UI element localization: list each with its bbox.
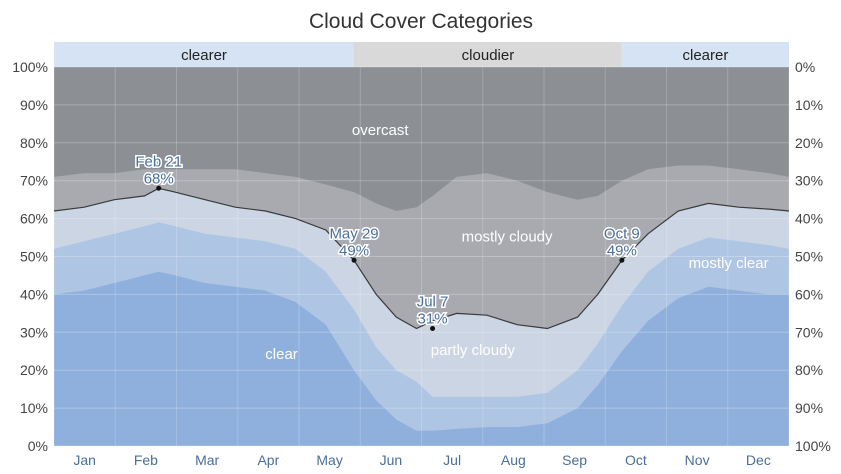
- y-left-tick-4: 40%: [20, 286, 48, 302]
- annotation-point-1: [351, 257, 357, 263]
- x-month-6: Jul: [443, 452, 461, 468]
- annotation-value-0: 68%: [144, 170, 174, 187]
- y-right-tick-0: 100%: [795, 438, 831, 454]
- y-left-tick-8: 80%: [20, 135, 48, 151]
- band-label-2: clearer: [683, 47, 729, 64]
- gridlines: [53, 66, 790, 447]
- y-left-tick-7: 70%: [20, 173, 48, 189]
- annotation-date-1: May 29: [329, 225, 378, 242]
- x-month-2: Mar: [195, 452, 219, 468]
- annotation-value-1: 49%: [339, 242, 369, 259]
- y-right-tick-7: 30%: [795, 173, 823, 189]
- area-label-4: clear: [265, 346, 298, 363]
- x-month-5: Jun: [380, 452, 403, 468]
- annotation-point-2: [430, 326, 436, 332]
- area-clear: [54, 271, 789, 446]
- y-left-tick-5: 50%: [20, 249, 48, 265]
- y-left-tick-1: 10%: [20, 400, 48, 416]
- y-right-tick-2: 80%: [795, 362, 823, 378]
- y-left-tick-3: 30%: [20, 324, 48, 340]
- y-left-tick-6: 60%: [20, 211, 48, 227]
- band-1: [354, 42, 622, 67]
- y-right-tick-4: 60%: [795, 286, 823, 302]
- annotation-value-3: 49%: [607, 242, 637, 259]
- x-axis: Jan Feb Mar Apr May Jun Jul Aug Sep Oct Nov Dec: [73, 452, 770, 468]
- x-month-9: Oct: [625, 452, 647, 468]
- season-bands: clearer cloudier clearer: [54, 42, 789, 67]
- boundary-line: [53, 187, 790, 330]
- y-left-tick-10: 100%: [12, 59, 48, 75]
- annotation-date-3: Oct 9: [604, 225, 640, 242]
- plot-areas: [54, 67, 789, 447]
- annotation-date-0: Feb 21: [135, 153, 182, 170]
- area-label-3: partly cloudy: [431, 342, 516, 359]
- area-label-1: mostly cloudy: [462, 228, 553, 245]
- x-month-11: Dec: [746, 452, 771, 468]
- x-month-4: May: [316, 452, 342, 468]
- y-right-tick-10: 0%: [795, 59, 815, 75]
- x-month-8: Sep: [562, 452, 587, 468]
- band-label-0: clearer: [181, 47, 227, 64]
- y-right-tick-9: 10%: [795, 97, 823, 113]
- y-axis-right: 100% 90% 80% 70% 60% 50% 40% 30% 20% 10% 0%: [795, 59, 831, 454]
- y-right-tick-8: 20%: [795, 135, 823, 151]
- band-2: [621, 42, 789, 67]
- y-right-tick-3: 70%: [795, 324, 823, 340]
- annotation-point-0: [156, 185, 162, 191]
- x-month-3: Apr: [257, 452, 279, 468]
- chart-title: Cloud Cover Categories: [309, 10, 533, 33]
- area-label-0: overcast: [352, 122, 410, 139]
- y-axis-left: 0% 10% 20% 30% 40% 50% 60% 70% 80% 90% 100%: [12, 59, 48, 454]
- band-label-1: cloudier: [462, 47, 515, 64]
- area-labels: overcast mostly cloudy mostly clear partly …: [265, 122, 768, 363]
- cloud-boundary-line: [53, 187, 790, 330]
- x-month-0: Jan: [73, 452, 96, 468]
- y-right-tick-5: 50%: [795, 249, 823, 265]
- y-right-tick-1: 90%: [795, 400, 823, 416]
- annotation-point-3: [619, 257, 625, 263]
- y-left-tick-2: 20%: [20, 362, 48, 378]
- x-month-7: Aug: [501, 452, 526, 468]
- annotation-value-2: 31%: [418, 311, 448, 328]
- y-left-tick-0: 0%: [28, 438, 48, 454]
- annotation-date-2: Jul 7: [417, 294, 449, 311]
- y-left-tick-9: 90%: [20, 97, 48, 113]
- x-month-10: Nov: [685, 452, 710, 468]
- y-right-tick-6: 40%: [795, 211, 823, 227]
- band-0: [54, 42, 355, 67]
- x-month-1: Feb: [134, 452, 158, 468]
- area-label-2: mostly clear: [689, 255, 769, 272]
